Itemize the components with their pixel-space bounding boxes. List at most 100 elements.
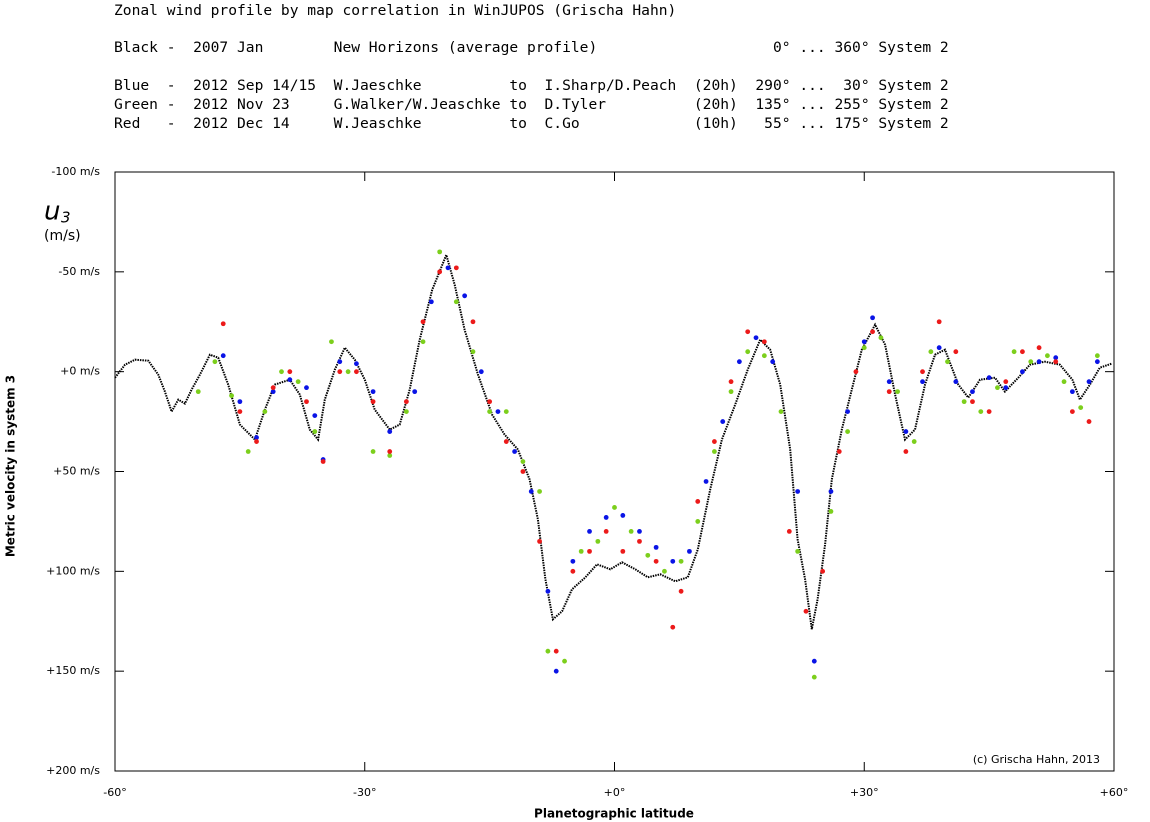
data-point [387,449,393,454]
data-point [720,419,726,424]
profile-line [114,251,1112,630]
data-point [778,409,784,414]
data-point [1053,355,1059,361]
data-point [437,249,443,255]
data-point [1061,379,1067,385]
data-point [520,459,526,464]
data-point [270,385,276,391]
data-point [811,674,817,680]
data-point [345,369,351,375]
data-point [1078,405,1084,411]
x-tick-label: +0° [604,786,626,799]
data-point [287,369,293,375]
y-tick-label: -100 m/s [51,165,100,178]
data-point [653,544,659,550]
legend-entry: Blue - 2012 Sep 14/15 W.Jaeschke to I.Sh… [114,77,949,94]
data-point [562,658,567,664]
data-point [595,538,601,544]
data-point [304,399,309,405]
data-point [1036,359,1042,365]
data-point [354,361,359,367]
data-point [553,668,559,674]
data-point [212,359,218,365]
data-point [1020,349,1025,355]
data-point [370,449,376,454]
data-point [761,339,767,345]
data-point [254,435,259,440]
data-point [337,359,343,365]
data-point [312,413,318,418]
data-point [903,449,909,454]
data-point [1028,359,1034,365]
data-point [220,353,226,359]
data-point [1003,379,1009,385]
data-point [970,399,975,405]
data-point [1086,379,1092,385]
data-point [695,499,701,504]
x-axis-label: Planetographic latitude [534,807,694,821]
data-point [520,469,526,474]
data-point [553,648,559,654]
data-point [279,369,284,375]
data-point [803,608,809,614]
y-unit: (m/s) [44,228,81,244]
data-point [928,349,934,355]
data-point [670,558,676,564]
data-point [620,513,626,518]
data-point [245,449,251,454]
data-point [645,552,651,558]
data-point [320,459,326,464]
data-point [1094,353,1100,359]
data-point [811,658,817,664]
data-point [736,359,742,365]
data-point [712,449,717,454]
data-point [237,409,243,414]
data-point [195,389,201,395]
data-point [304,385,309,391]
data-point [412,389,418,395]
data-point [420,319,426,325]
data-point [512,449,517,454]
data-point [920,379,925,385]
data-point [828,489,834,494]
data-point [270,389,276,395]
data-point [953,349,959,355]
data-point [662,568,667,574]
data-point [795,548,801,554]
legend-entry: Green - 2012 Nov 23 G.Walker/W.Jeaschke … [114,96,949,113]
data-point [354,369,359,375]
data-point [1036,345,1042,351]
x-tick-label: +30° [850,786,879,799]
data-point [1045,353,1050,359]
data-point [653,558,659,564]
data-point [1011,349,1017,355]
data-point [603,515,609,520]
data-point [1069,409,1075,414]
data-point [603,529,609,534]
y-tick-label: +200 m/s [46,764,100,777]
data-point [687,548,692,554]
chart-title: Zonal wind profile by map correlation in… [114,2,676,19]
data-point [637,538,642,544]
data-point [628,529,634,534]
data-point [953,379,959,385]
annotation: (c) Grischa Hahn, 2013 [973,753,1100,766]
data-point [570,558,576,564]
data-point [845,429,850,434]
data-point [870,315,875,321]
data-point [220,321,226,327]
data-point [462,293,468,299]
data-point [1086,419,1092,424]
data-point [970,389,975,395]
data-point [370,399,376,405]
data-point [537,538,542,544]
x-tick-label: +60° [1100,786,1129,799]
y-axis-label: Metric velocity in system 3 [4,375,18,557]
data-point [961,399,967,405]
y-tick-label: +50 m/s [53,465,100,478]
y-symbol: u [44,197,60,227]
data-point [1003,385,1009,391]
data-point [745,349,751,355]
data-point [453,265,459,271]
